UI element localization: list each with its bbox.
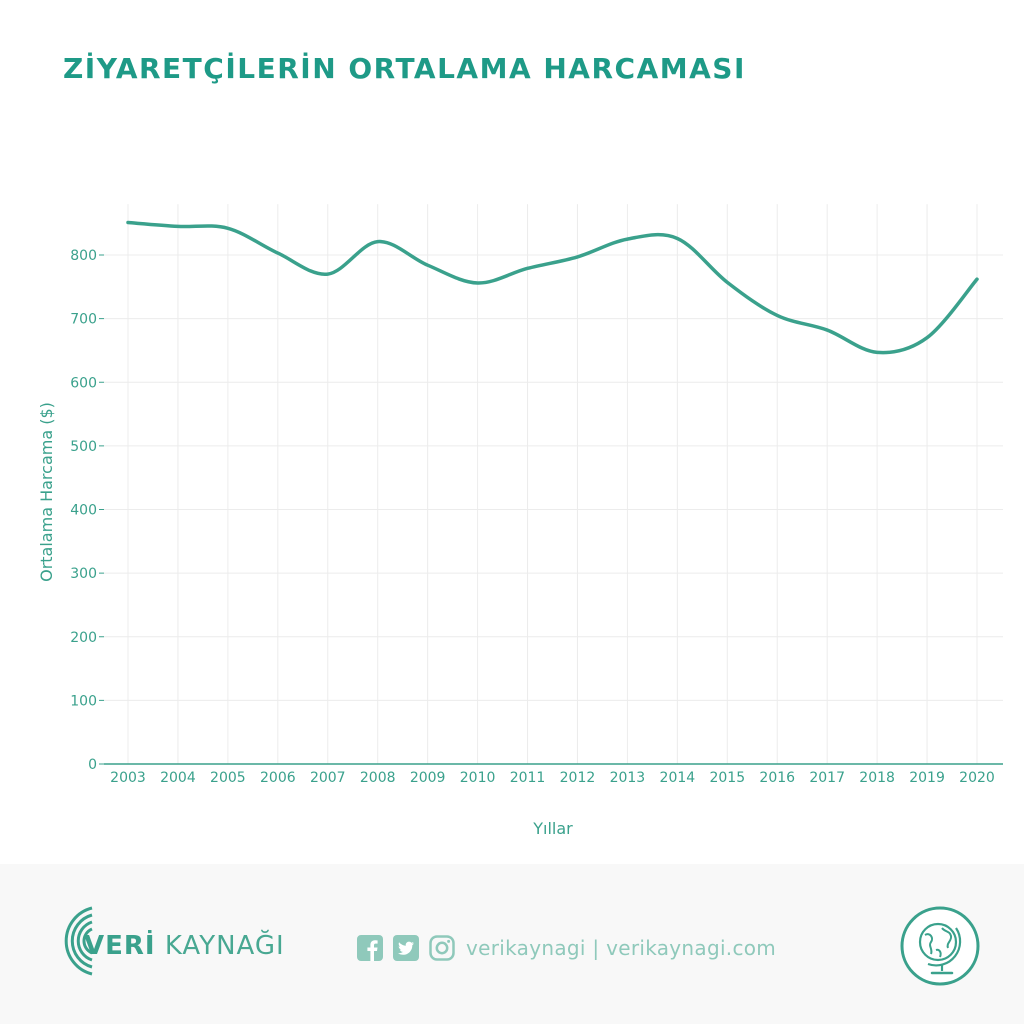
facebook-icon[interactable] [356, 934, 384, 962]
x-gridlines [127, 204, 978, 764]
y-tick-label: 200 [70, 630, 97, 646]
x-tick-label: 2007 [310, 770, 346, 786]
x-tick-label: 2016 [759, 770, 795, 786]
x-axis-label: Yıllar [532, 819, 573, 838]
x-tick-label: 2003 [110, 770, 146, 786]
brand-name: VERİ KAYNAĞI [84, 931, 285, 961]
y-tick-label: 0 [88, 757, 97, 773]
x-tick-labels: 2003 2004 2005 2006 2007 2008 2009 2010 2011 2012… [110, 770, 995, 786]
y-tick-label: 400 [70, 503, 97, 519]
x-tick-label: 2012 [560, 770, 596, 786]
x-tick-label: 2010 [460, 770, 496, 786]
x-tick-label: 2017 [809, 770, 845, 786]
x-tick-label: 2009 [410, 770, 446, 786]
social-handles[interactable]: verikaynagi | verikaynagi.com [466, 936, 777, 960]
x-tick-label: 2018 [859, 770, 895, 786]
x-tick-label: 2011 [510, 770, 546, 786]
brand-name-bold: VERİ [84, 931, 156, 961]
y-tick-labels: 0 100 200 300 400 500 600 700 800 [70, 248, 104, 773]
x-tick-label: 2020 [959, 770, 995, 786]
x-tick-label: 2008 [360, 770, 396, 786]
y-tick-label: 700 [70, 312, 97, 328]
y-axis-label: Ortalama Harcama ($) [37, 402, 56, 582]
y-gridlines [104, 254, 1003, 701]
social-links: verikaynagi | verikaynagi.com [356, 932, 776, 964]
x-tick-label: 2005 [210, 770, 246, 786]
y-tick-label: 500 [70, 439, 97, 455]
instagram-icon[interactable] [428, 934, 456, 962]
y-tick-label: 800 [70, 248, 97, 264]
brand-logo-icon [64, 906, 93, 976]
series-lines [126, 220, 979, 355]
x-tick-label: 2006 [260, 770, 296, 786]
y-tick-label: 100 [70, 693, 97, 709]
x-tick-label: 2014 [660, 770, 696, 786]
x-tick-label: 2004 [160, 770, 196, 786]
globe-icon [900, 906, 980, 986]
x-tick-label: 2019 [909, 770, 945, 786]
twitter-icon[interactable] [392, 934, 420, 962]
x-tick-label: 2015 [709, 770, 745, 786]
x-tick-label: 2013 [610, 770, 646, 786]
brand-name-light: KAYNAĞI [155, 931, 285, 961]
footer [0, 864, 1024, 1024]
y-tick-label: 300 [70, 566, 97, 582]
series-line [126, 220, 979, 355]
y-tick-label: 600 [70, 375, 97, 391]
chart-title: ZİYARETÇİLERİN ORTALAMA HARCAMASI [63, 52, 746, 85]
